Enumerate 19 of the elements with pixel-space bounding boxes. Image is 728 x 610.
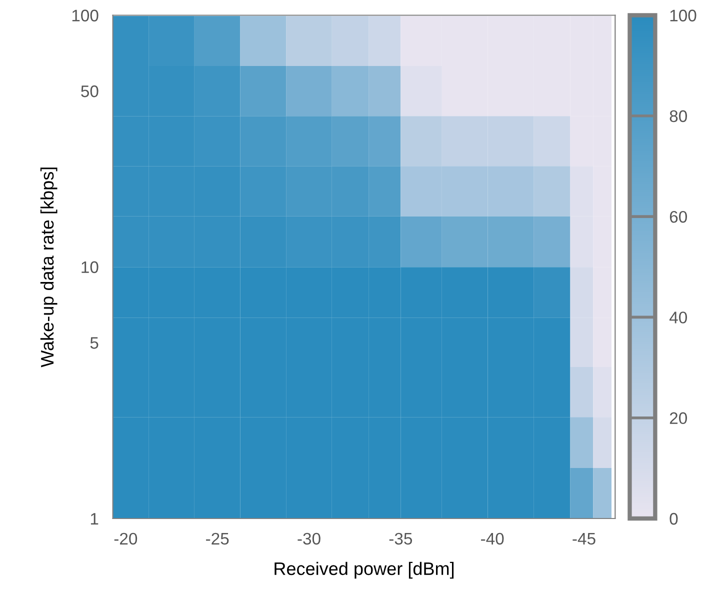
y-tick-label: 100: [72, 10, 98, 22]
y-tick-label: 1: [90, 513, 98, 525]
x-tick-label: -20: [114, 532, 138, 545]
color-bar-label: 0: [670, 512, 678, 525]
x-tick-label: -25: [206, 532, 229, 545]
color-bar-label: 60: [670, 210, 687, 223]
x-tick-label: -40: [481, 532, 504, 545]
y-tick-label: 10: [82, 261, 98, 274]
color-bar-label: 20: [670, 412, 687, 424]
y-tick-label: 5: [90, 337, 98, 349]
color-bar-label: 100: [670, 10, 696, 22]
color-bar-label: 40: [669, 312, 687, 324]
x-tick-label: -35: [389, 532, 412, 545]
x-axis-title: Received power [dBm]: [274, 562, 454, 579]
x-tick-label: -45: [572, 533, 596, 545]
x-tick-label: -30: [298, 532, 320, 545]
y-tick-label: 50: [81, 85, 98, 98]
y-axis-title: Wake-up data rate [kbps]: [40, 168, 58, 368]
color-bar-label: 80: [670, 110, 687, 122]
